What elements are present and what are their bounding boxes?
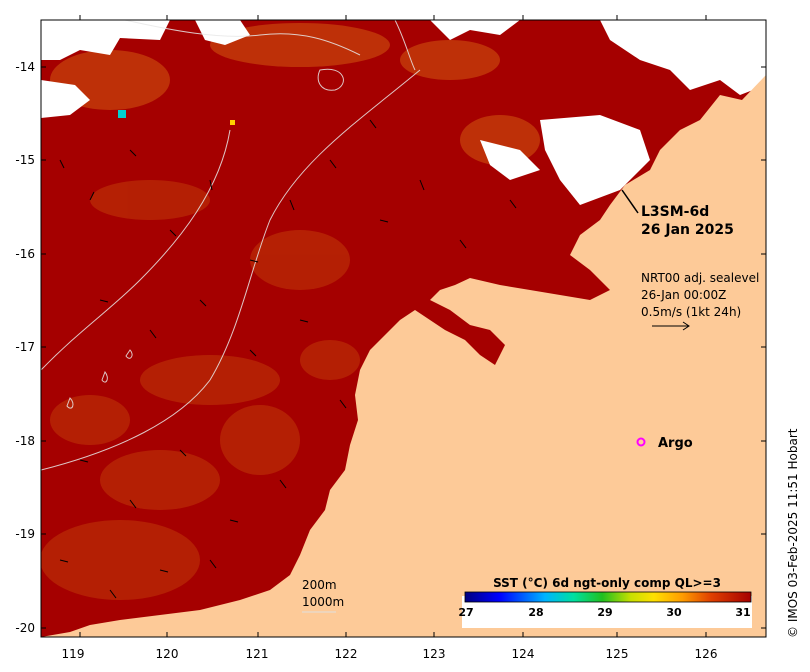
lat-tick-label: -19 [15, 527, 35, 541]
lon-tick-label: 121 [246, 647, 269, 661]
current-layer-scale: 0.5m/s (1kt 24h) [641, 305, 741, 319]
plot-frame [40, 19, 767, 638]
land [41, 75, 766, 637]
bathymetry-contours [41, 20, 421, 471]
scale-arrow-icon [652, 321, 690, 331]
argo-marker-icon [636, 437, 646, 447]
colorbar-gradient [464, 591, 752, 603]
colorbar: SST (°C) 6d ngt-only comp QL>=3 27 28 29… [458, 576, 752, 628]
lat-tick-label: -16 [15, 247, 35, 261]
contour-label-200m: 200m [302, 578, 337, 592]
argo-label: Argo [658, 436, 693, 451]
date-label: 26 Jan 2025 [641, 222, 734, 238]
lon-tick-label: 125 [606, 647, 629, 661]
colorbar-tick: 28 [528, 606, 543, 619]
contour-label-1000m: 1000m [302, 595, 344, 609]
colorbar-tick: 29 [597, 606, 612, 619]
colorbar-tick: 30 [666, 606, 682, 619]
lon-tick-label: 124 [512, 647, 535, 661]
lat-tick-label: -14 [15, 60, 35, 74]
current-vectors [59, 119, 517, 599]
cloud-mask [41, 20, 766, 205]
lat-tick-label: -20 [15, 621, 35, 635]
lon-axis: 119 120 121 122 123 124 125 126 [62, 15, 718, 661]
lat-tick-label: -15 [15, 153, 35, 167]
product-pointer [621, 189, 639, 214]
warm-pixel [230, 120, 235, 125]
lat-tick-label: -18 [15, 434, 35, 448]
lon-tick-label: 120 [156, 647, 179, 661]
product-label: L3SM-6d [641, 204, 709, 220]
lon-tick-label: 123 [423, 647, 446, 661]
current-layer-time: 26-Jan 00:00Z [641, 288, 726, 302]
credit-text: © IMOS 03-Feb-2025 11:51 Hobart [786, 428, 800, 638]
colorbar-tick: 31 [735, 606, 750, 619]
current-layer-name: NRT00 adj. sealevel [641, 271, 759, 285]
colorbar-tick: 27 [458, 606, 473, 619]
sst-texture [41, 180, 360, 600]
lat-axis: -14 -15 -16 -17 -18 -19 -20 [15, 60, 766, 635]
colorbar-title: SST (°C) 6d ngt-only comp QL>=3 [493, 576, 721, 590]
cold-pixel [118, 110, 126, 118]
lon-tick-label: 122 [335, 647, 358, 661]
lon-tick-label: 126 [695, 647, 718, 661]
lat-tick-label: -17 [15, 340, 35, 354]
lon-tick-label: 119 [62, 647, 85, 661]
